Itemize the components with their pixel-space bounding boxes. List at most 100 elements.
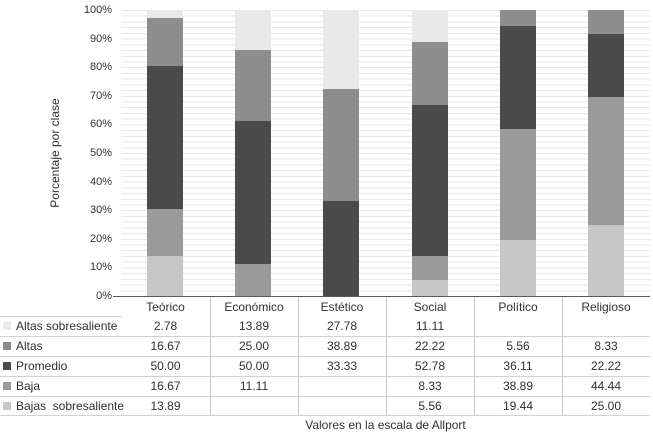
table-value-cell: 33.33	[297, 356, 386, 377]
category-header: Social	[385, 297, 474, 317]
table-value-cell: 22.22	[561, 356, 650, 377]
table-corner-cell	[0, 297, 122, 317]
legend-label-text: Baja	[16, 379, 41, 394]
y-tick-label: 0%	[96, 290, 112, 302]
bar-segment	[587, 97, 624, 225]
legend-label-text: Altas sobresaliente	[16, 319, 118, 334]
y-tick-label: 30%	[89, 204, 112, 217]
legend-swatch	[3, 322, 11, 331]
bar-segment	[147, 65, 184, 209]
bar-segment	[235, 121, 272, 265]
category-header: Religioso	[561, 297, 650, 317]
table-value-cell: 36.11	[473, 356, 562, 377]
y-tick-label: 100%	[83, 4, 112, 16]
bar-segment	[587, 33, 624, 98]
bar-3	[386, 10, 474, 296]
y-tick-label: 50%	[89, 147, 112, 159]
y-tick-label: 70%	[89, 89, 112, 102]
legend-row-label: Altas	[0, 337, 122, 357]
bar-segment	[323, 200, 360, 296]
y-tick-label: 60%	[89, 118, 112, 131]
bar-segment	[499, 10, 536, 26]
table-value-cell: 22.22	[385, 336, 474, 357]
legend-row-label: Altas sobresaliente	[0, 317, 122, 337]
y-tick-label: 80%	[89, 61, 112, 74]
plot-area	[121, 10, 650, 296]
bar-1	[209, 10, 297, 296]
y-tick-label: 40%	[89, 175, 112, 188]
y-tick-label: 90%	[89, 32, 112, 45]
table-value-cell: 11.11	[209, 376, 298, 397]
y-tick-label: 10%	[89, 261, 112, 274]
bar-0	[121, 10, 209, 296]
bar-segment	[235, 49, 272, 122]
table-value-cell	[209, 396, 298, 417]
bar-5	[562, 10, 650, 296]
bar-segment	[499, 240, 536, 296]
bar-4	[474, 10, 562, 296]
category-header: Teórico	[146, 300, 185, 314]
category-header: Económico	[209, 297, 298, 317]
table-value-cell: 44.44	[561, 376, 650, 397]
bar-segment	[147, 256, 184, 296]
bar-segment	[235, 264, 272, 296]
table-value-cell: 25.00	[561, 396, 650, 417]
bar-segment	[323, 10, 360, 90]
legend-label-text: Bajas sobresaliente	[16, 399, 125, 413]
category-header: Político	[473, 297, 562, 317]
bar-segment	[147, 17, 184, 66]
table-value-cell	[561, 317, 650, 337]
table-value-cell: 2.78	[121, 317, 210, 337]
legend-row-label: Bajas sobresaliente	[0, 397, 125, 417]
table-value-cell: 13.89	[209, 317, 298, 337]
bar-segment	[147, 10, 184, 18]
legend-label-text: Altas	[16, 339, 43, 354]
table-value-cell: 19.44	[473, 396, 562, 417]
bar-segment	[411, 280, 448, 296]
table-value-cell: 16.67	[121, 377, 210, 397]
category-header: Estético	[297, 297, 386, 317]
table-value-cell: 11.11	[385, 317, 474, 337]
y-tick-label: 20%	[89, 232, 112, 245]
bar-segment	[411, 256, 448, 281]
table-value-cell: 27.78	[297, 317, 386, 337]
table-value-cell: 50.00	[121, 357, 210, 377]
table-value-cell	[297, 396, 386, 417]
legend-swatch	[3, 362, 11, 371]
bar-segment	[235, 10, 272, 50]
table-value-cell: 52.78	[385, 356, 474, 377]
data-table: Teórico Económico Estético Social Político Re…	[0, 297, 650, 417]
table-value-cell: 5.56	[385, 396, 474, 417]
bar-segment	[587, 10, 624, 34]
x-axis-line	[113, 296, 650, 297]
legend-label-text: Promedio	[16, 359, 68, 374]
bar-segment	[411, 105, 448, 257]
table-value-cell	[297, 376, 386, 397]
table-value-cell: 25.00	[209, 336, 298, 357]
table-value-cell	[473, 317, 562, 337]
table-value-cell: 13.89	[121, 397, 210, 417]
bar-segment	[147, 208, 184, 257]
bar-2	[297, 10, 385, 296]
table-value-cell: 38.89	[473, 376, 562, 397]
x-axis-title: Valores en la escala de Allport	[305, 418, 466, 432]
bar-segment	[411, 10, 448, 42]
legend-swatch	[3, 342, 11, 351]
legend-row-label: Baja	[0, 377, 122, 397]
legend-swatch	[3, 382, 11, 391]
y-axis-title: Porcentaje por clase	[48, 98, 62, 208]
bar-segment	[323, 89, 360, 201]
bar-segment	[499, 129, 536, 241]
bar-segment	[587, 224, 624, 296]
legend-swatch	[3, 402, 11, 410]
table-value-cell: 5.56	[473, 336, 562, 357]
bar-segment	[411, 41, 448, 106]
table-value-cell: 8.33	[385, 376, 474, 397]
table-value-cell: 16.67	[121, 337, 210, 357]
table-value-cell: 50.00	[209, 356, 298, 377]
bar-segment	[499, 25, 536, 130]
legend-row-label: Promedio	[0, 357, 122, 377]
table-value-cell: 38.89	[297, 336, 386, 357]
table-value-cell: 8.33	[561, 336, 650, 357]
